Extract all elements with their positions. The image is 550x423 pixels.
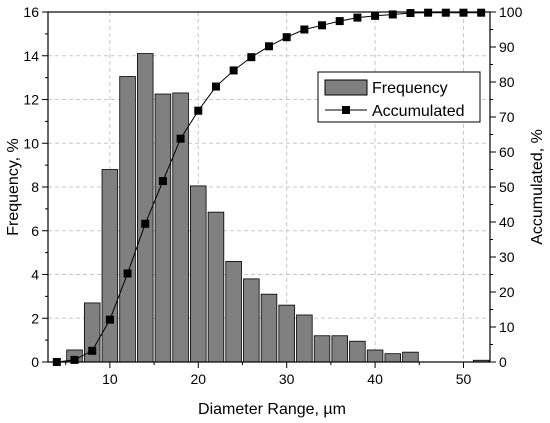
y2-tick-label: 10 xyxy=(499,319,515,335)
x-axis-title: Diameter Range, µm xyxy=(198,401,346,418)
accumulated-point xyxy=(388,10,397,19)
frequency-bar xyxy=(313,335,331,363)
x-tick-label: 50 xyxy=(456,371,472,387)
y-axis-title: Frequency, % xyxy=(5,138,22,236)
y-tick-label: 12 xyxy=(23,92,39,108)
x-tick-label: 40 xyxy=(367,371,383,387)
accumulated-point xyxy=(105,315,114,324)
legend-frequency-swatch xyxy=(324,79,368,96)
accumulated-point xyxy=(158,177,167,186)
accumulated-point xyxy=(123,269,132,278)
frequency-bar xyxy=(101,169,119,363)
y2-tick-label: 60 xyxy=(499,144,515,160)
y2-tick-label: 100 xyxy=(499,4,523,20)
y2-tick-label: 30 xyxy=(499,249,515,265)
legend-accumulated-marker xyxy=(342,106,350,114)
frequency-bar xyxy=(384,353,402,363)
y2-tick-label: 0 xyxy=(499,354,507,370)
y-tick-label: 10 xyxy=(23,135,39,151)
x-tick-label: 30 xyxy=(279,371,295,387)
y2-tick-label: 80 xyxy=(499,74,515,90)
accumulated-point xyxy=(265,42,273,51)
accumulated-point xyxy=(335,17,344,26)
frequency-bar xyxy=(136,53,154,363)
y2-axis-title: Accumulated, % xyxy=(529,129,546,245)
y-tick-label: 2 xyxy=(31,310,39,326)
frequency-bar xyxy=(402,351,419,363)
accumulated-point xyxy=(229,66,238,75)
y2-tick-label: 40 xyxy=(499,214,515,230)
accumulated-point xyxy=(371,11,380,20)
accumulated-point xyxy=(300,25,309,34)
frequency-bar xyxy=(119,76,136,363)
frequency-bar xyxy=(296,314,313,363)
accumulated-point xyxy=(282,33,291,42)
y2-tick-label: 70 xyxy=(499,109,515,125)
accumulated-point xyxy=(247,53,256,62)
x-tick-label: 20 xyxy=(190,371,206,387)
legend-frequency-label: Frequency xyxy=(372,80,448,97)
y-tick-label: 4 xyxy=(31,267,39,283)
frequency-bar xyxy=(172,92,189,363)
frequency-bar xyxy=(243,278,260,363)
frequency-bar xyxy=(260,293,278,363)
y2-tick-label: 20 xyxy=(499,284,515,300)
tick-labels: 10 20 30 40 50 0 2 4 6 8 10 12 14 16 0 10 20 30 40 50 60 70 80… xyxy=(23,4,522,387)
y-tick-label: 16 xyxy=(23,4,39,20)
legend-accumulated-label: Accumulated xyxy=(372,103,465,120)
frequency-bar xyxy=(154,93,172,363)
accumulated-point xyxy=(194,106,203,115)
accumulated-point xyxy=(353,13,362,22)
accumulated-point xyxy=(70,355,79,364)
legend: Frequency Accumulated xyxy=(317,71,481,123)
accumulated-point xyxy=(141,219,150,228)
y2-tick-label: 90 xyxy=(499,39,515,55)
accumulated-point xyxy=(176,134,185,143)
accumulated-point xyxy=(406,9,415,18)
accumulated-point xyxy=(318,21,327,30)
y-tick-label: 0 xyxy=(31,354,39,370)
y2-tick-label: 50 xyxy=(499,179,515,195)
y-tick-label: 14 xyxy=(23,48,39,64)
frequency-bar xyxy=(190,185,207,363)
frequency-bar xyxy=(278,304,295,363)
accumulated-point xyxy=(424,8,433,17)
accumulated-point xyxy=(459,8,468,17)
y-tick-label: 6 xyxy=(31,223,39,239)
accumulated-point xyxy=(477,8,486,17)
frequency-bar xyxy=(349,340,366,363)
frequency-bar xyxy=(366,349,384,363)
y-tick-label: 8 xyxy=(31,179,39,195)
accumulated-point xyxy=(441,8,450,17)
accumulated-point xyxy=(211,82,220,91)
x-tick-label: 10 xyxy=(102,371,118,387)
frequency-bar xyxy=(207,211,225,363)
axes xyxy=(42,11,496,368)
accumulated-point xyxy=(88,346,97,355)
frequency-bar xyxy=(225,260,242,363)
frequency-bar xyxy=(331,335,348,363)
